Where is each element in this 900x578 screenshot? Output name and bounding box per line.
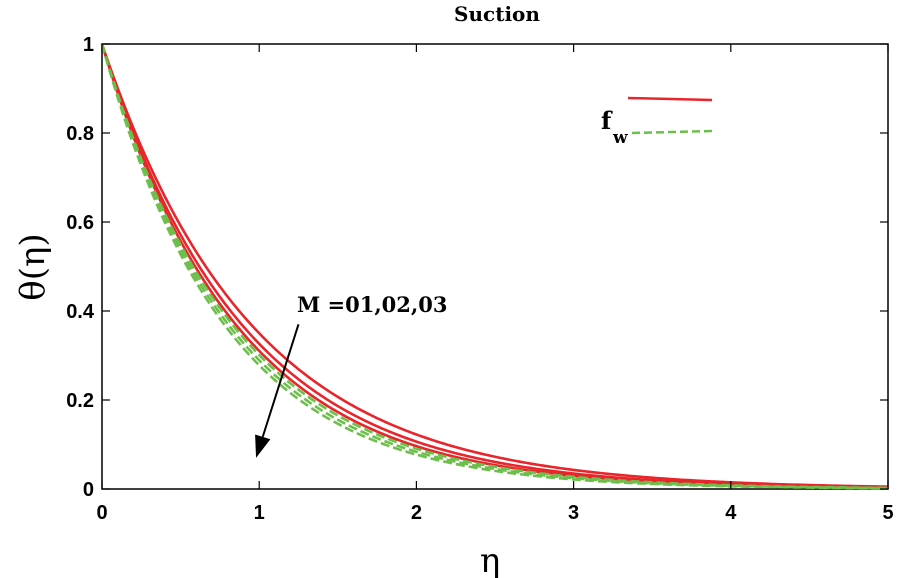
axis-ticks bbox=[101, 43, 889, 490]
y-tick-label: 0.4 bbox=[66, 301, 95, 323]
series-group bbox=[100, 43, 889, 490]
x-tick-label: 4 bbox=[725, 502, 737, 524]
x-tick-label: 5 bbox=[882, 502, 893, 524]
x-tick-label: 0 bbox=[96, 502, 107, 524]
y-tick-label: 0.6 bbox=[66, 212, 94, 234]
legend-label: f bbox=[601, 106, 613, 135]
x-tick-label: 3 bbox=[568, 502, 579, 524]
y-tick-label: 1 bbox=[83, 34, 94, 56]
y-axis-label: θ(η) bbox=[13, 233, 53, 300]
annotation-arrow bbox=[255, 324, 300, 458]
series-line-1 bbox=[100, 43, 889, 488]
legend-dashed-line bbox=[631, 129, 713, 135]
series-line-6 bbox=[100, 43, 889, 490]
x-tick-label: 1 bbox=[254, 502, 265, 524]
chart-title: Suction bbox=[454, 2, 540, 26]
arrow-head bbox=[255, 434, 271, 458]
arrow-shaft bbox=[261, 324, 300, 438]
series-line-5 bbox=[100, 43, 889, 490]
legend-solid-line bbox=[627, 96, 713, 102]
legend: f w bbox=[601, 96, 713, 148]
annotation-text: M =01,02,03 bbox=[297, 292, 447, 317]
legend-subscript: w bbox=[612, 128, 628, 148]
y-tick-label: 0 bbox=[83, 479, 94, 501]
series-line-4 bbox=[100, 43, 889, 490]
x-tick-label: 2 bbox=[411, 502, 422, 524]
plot-area bbox=[101, 43, 889, 490]
x-axis-label: η bbox=[480, 541, 500, 578]
y-tick-label: 0.8 bbox=[66, 123, 94, 145]
tick-labels: 0 1 2 3 4 5 0 0.2 0.4 0.6 0.8 1 bbox=[66, 34, 893, 524]
y-tick-label: 0.2 bbox=[66, 390, 94, 412]
